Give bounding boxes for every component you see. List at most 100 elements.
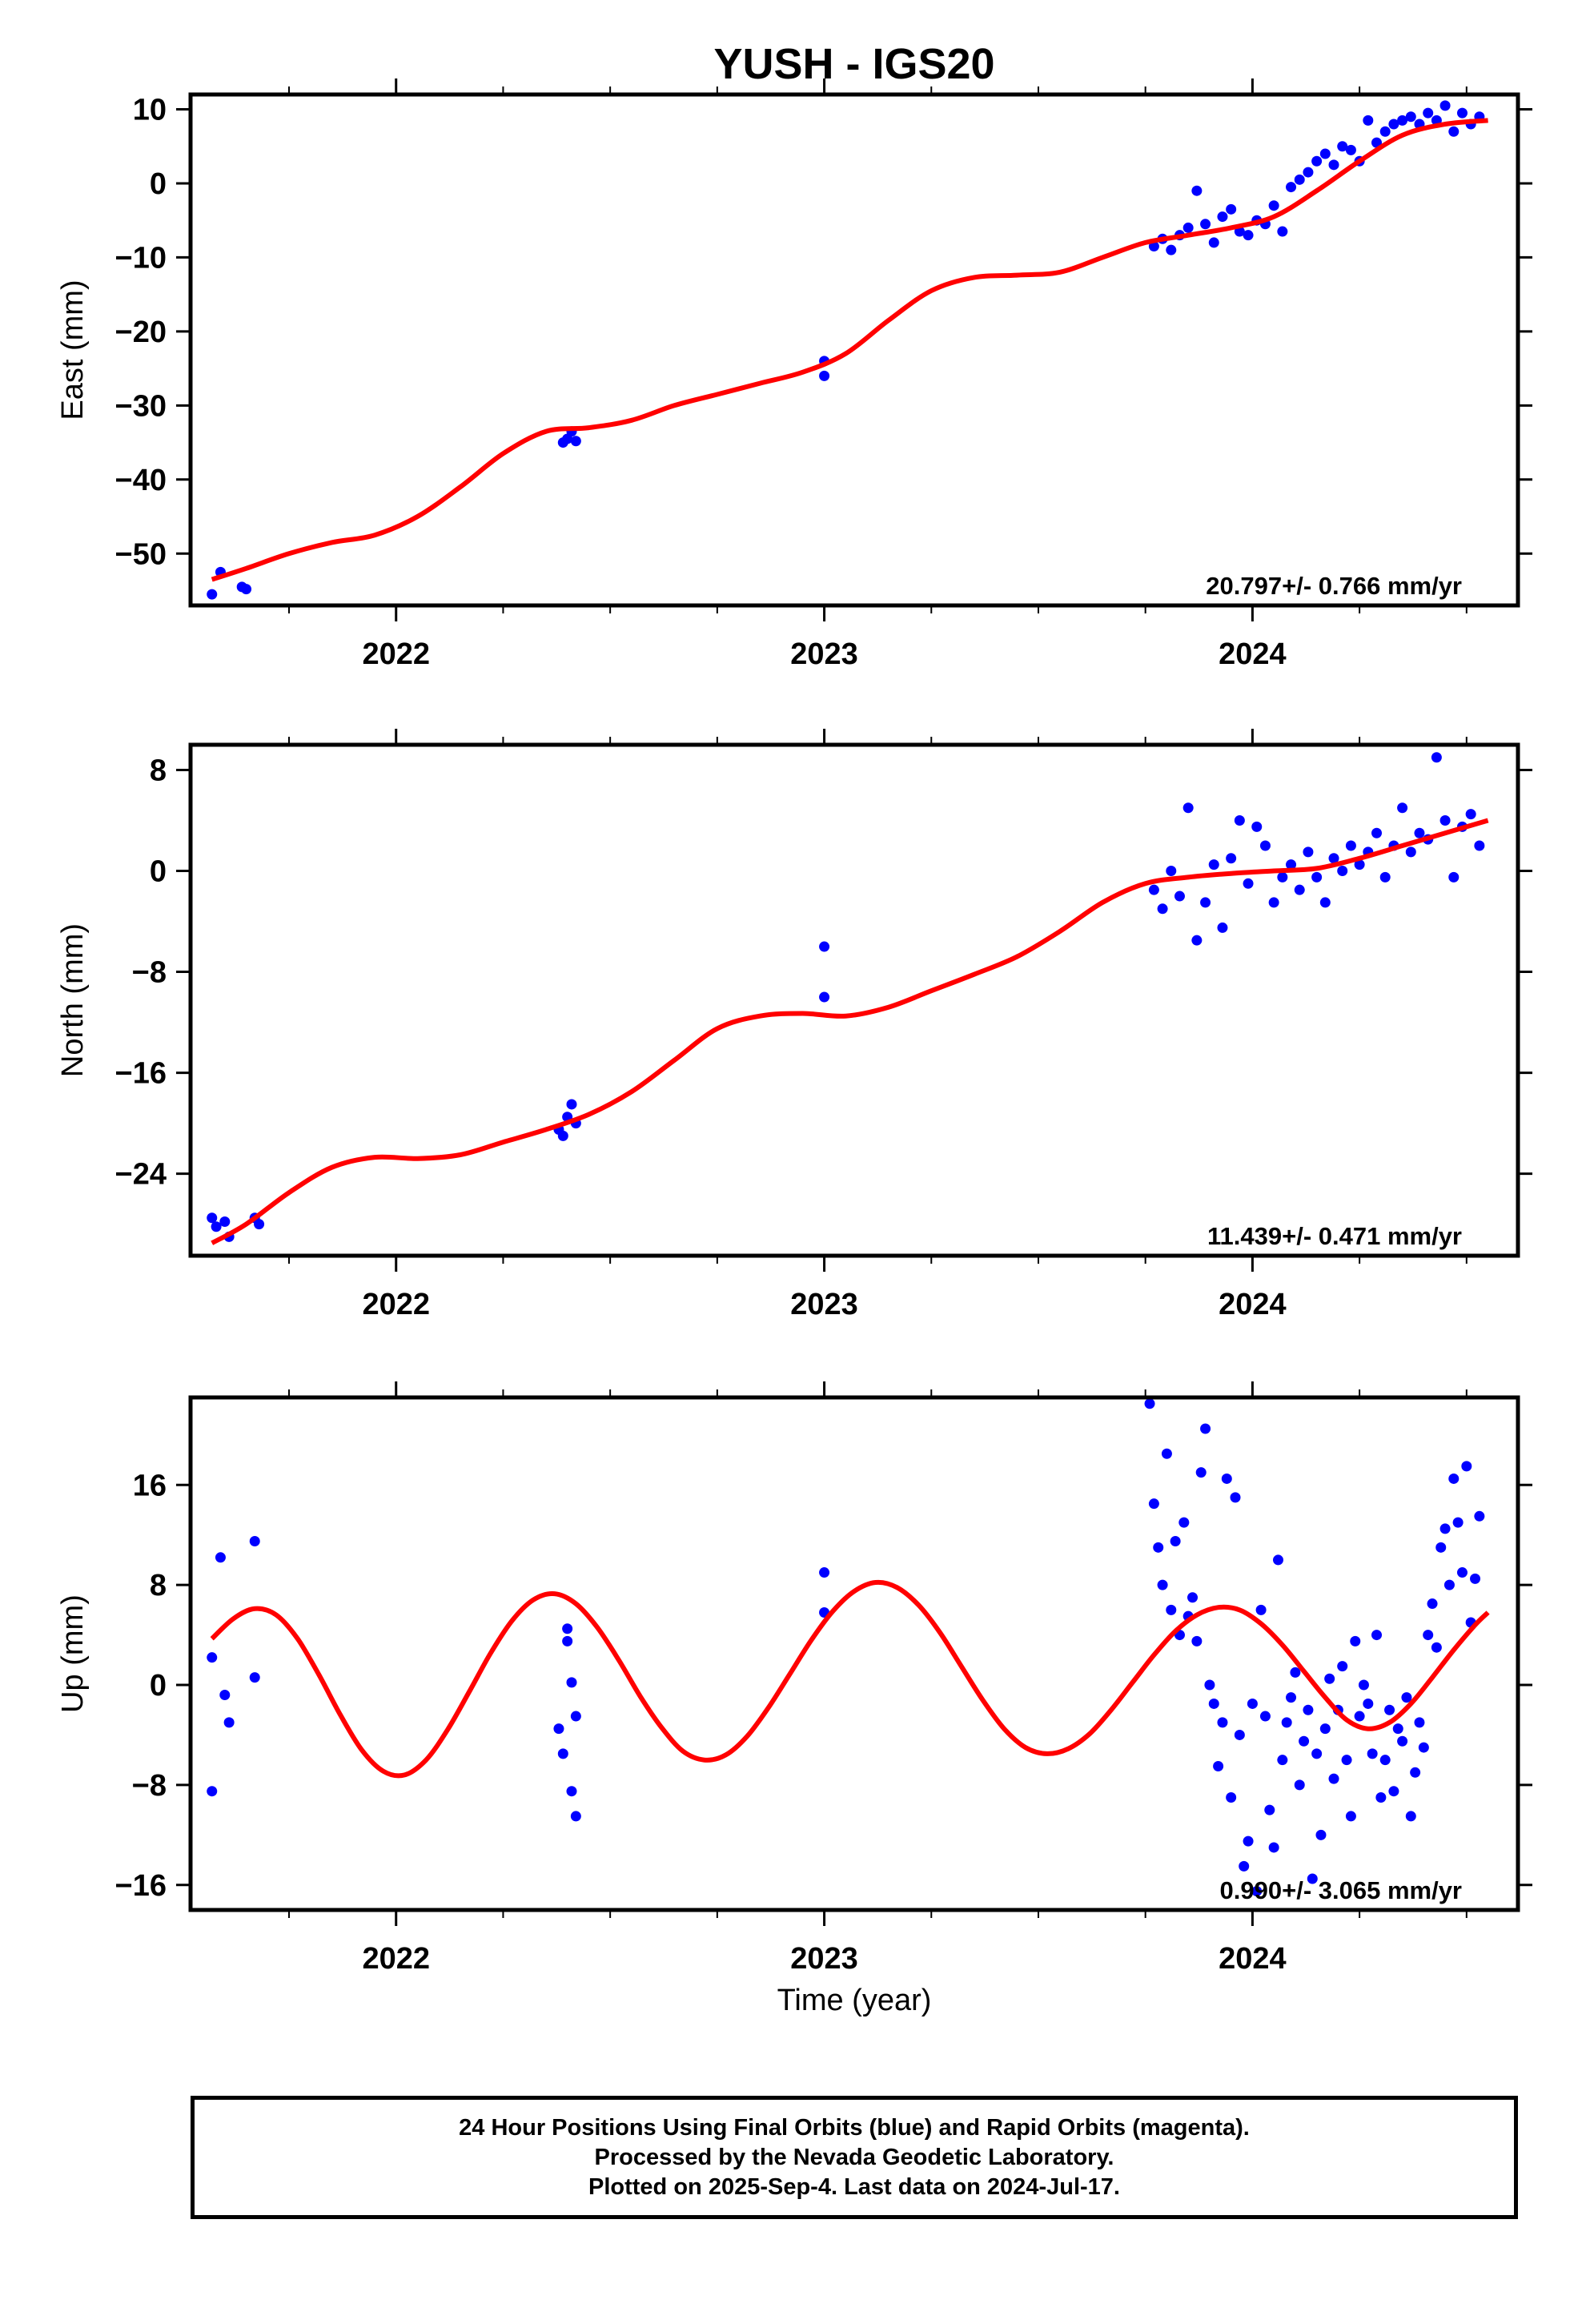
up-data-point [566,1677,577,1688]
north-data-point [1337,866,1348,877]
north-rate-label: 11.439+/- 0.471 mm/yr [1207,1222,1462,1250]
north-data-point [1174,891,1185,902]
up-x-tick-label: 2022 [362,1942,430,1976]
up-data-point [1243,1835,1254,1847]
up-data-point [1337,1661,1348,1672]
north-data-point [1379,871,1391,883]
east-data-point [1182,222,1194,233]
east-panel: 2022 2023 2024 10 0 −10 −20 −30 −40 −50 East (mm) 2… [56,78,1532,671]
up-data-point [1474,1510,1485,1522]
up-data-point [1234,1729,1245,1740]
east-data-point [1379,126,1391,137]
up-x-tick-label: 2024 [1219,1942,1287,1976]
up-data-point [1255,1604,1267,1615]
up-y-axis-label: Up (mm) [56,1594,90,1713]
north-data-point [1182,802,1194,814]
east-y-tick-label: −10 [115,241,167,275]
east-y-tick-label: −30 [115,389,167,423]
east-data-point [1388,119,1399,130]
up-data-point [1200,1423,1211,1434]
north-x-tick-label: 2024 [1219,1288,1287,1321]
up-data-point [1170,1536,1181,1547]
up-data-point [1144,1398,1155,1409]
east-data-point [1319,148,1331,159]
up-data-point [1221,1473,1232,1484]
up-data-point [1281,1717,1292,1728]
up-data-point [1204,1679,1215,1691]
east-data-point [1268,200,1279,211]
up-data-point [1148,1498,1159,1510]
up-x-axis-label: Time (year) [777,1984,932,2017]
north-data-point [1439,815,1451,826]
up-data-point [562,1623,573,1634]
up-x-tick-label: 2023 [790,1942,858,1976]
up-data-point [1213,1760,1224,1771]
up-data-point [1311,1748,1323,1759]
up-y-tick-label: −8 [132,1769,167,1803]
east-data-point [1243,230,1254,241]
up-data-point [1414,1717,1425,1728]
up-data-point [1470,1573,1481,1584]
up-data-point [215,1552,226,1563]
up-data-point [1191,1635,1203,1647]
up-data-point [1226,1792,1237,1803]
footer-line-3: Plotted on 2025-Sep-4. Last data on 2024… [588,2173,1120,2200]
up-data-point [1397,1735,1408,1747]
up-data-point [570,1711,581,1722]
up-y-tick-label: −16 [115,1869,167,1903]
north-fit-line [211,818,1489,1245]
north-data-area [207,752,1489,1245]
up-data-point [1161,1448,1172,1459]
north-data-point [1474,840,1485,851]
east-data-point [1148,241,1159,252]
up-data-point [1303,1704,1314,1715]
north-data-point [1414,827,1425,838]
up-data-point [1187,1592,1199,1603]
east-data-point [1397,115,1408,126]
up-data-point [1268,1842,1279,1853]
east-data-point [1363,115,1374,126]
east-y-tick-label: −50 [115,537,167,571]
up-data-point [1324,1673,1335,1684]
east-data-point [1277,226,1288,237]
up-data-point [1208,1698,1219,1709]
north-data-point [1234,815,1245,826]
up-data-point [1153,1542,1164,1553]
up-data-point [1315,1829,1327,1840]
up-data-point [819,1567,830,1578]
up-data-point [1178,1517,1190,1528]
up-data-point [1388,1786,1399,1797]
east-x-tick-label: 2022 [362,637,430,671]
north-data-point [1251,821,1263,832]
north-y-tick-label: 8 [150,754,167,788]
north-data-point [207,1212,218,1224]
up-y-tick-label: 0 [150,1669,167,1703]
north-data-point [1294,884,1305,895]
north-data-point [1243,878,1254,889]
up-data-point [1239,1860,1250,1872]
up-data-point [1350,1635,1361,1647]
east-data-point [1191,185,1203,196]
east-data-area [207,100,1488,600]
north-data-point [1397,802,1408,814]
up-data-point [1384,1704,1395,1715]
up-data-point [1431,1642,1442,1653]
north-data-point [1319,897,1331,908]
up-data-point [1230,1492,1241,1503]
north-data-point [1166,866,1177,877]
north-data-point [1345,840,1356,851]
north-data-point [1259,840,1271,851]
up-y-tick-label: 8 [150,1569,167,1602]
up-data-point [1328,1773,1339,1784]
north-data-point [1465,809,1476,820]
up-data-point [1423,1630,1434,1641]
footer-line-1: 24 Hour Positions Using Final Orbits (bl… [459,2114,1250,2141]
up-data-point [249,1672,260,1683]
up-data-point [1299,1735,1310,1747]
east-data-point [1303,167,1314,178]
east-data-point [1448,126,1460,137]
up-data-point [1401,1692,1412,1703]
figure-title: YUSH - IGS20 [713,40,994,88]
up-data-point [1456,1567,1468,1578]
east-data-point [1311,155,1323,167]
